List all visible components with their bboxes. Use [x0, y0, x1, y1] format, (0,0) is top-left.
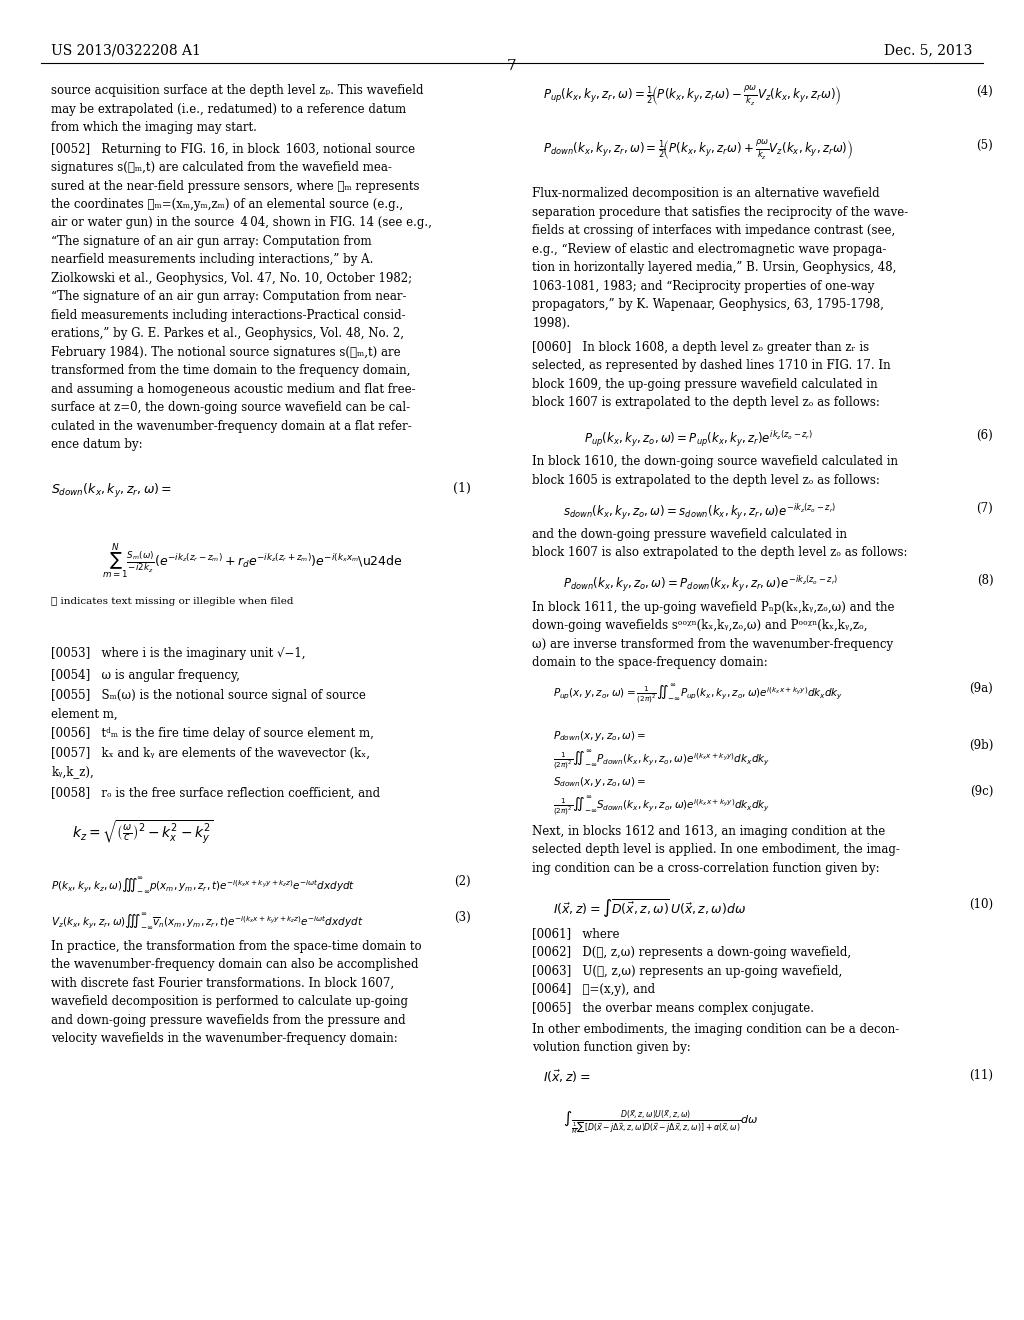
- Text: wavefield decomposition is performed to calculate up-going: wavefield decomposition is performed to …: [51, 995, 409, 1008]
- Text: propagators,” by K. Wapenaar, Geophysics, 63, 1795-1798,: propagators,” by K. Wapenaar, Geophysics…: [532, 298, 885, 312]
- Text: ⓞ indicates text missing or illegible when filed: ⓞ indicates text missing or illegible wh…: [51, 597, 294, 606]
- Text: and down-going pressure wavefields from the pressure and: and down-going pressure wavefields from …: [51, 1014, 406, 1027]
- Text: $\frac{1}{(2\pi)^2}\int\!\!\int_{-\infty}^{\infty} S_{down}(k_x, k_y, z_o, \omeg: $\frac{1}{(2\pi)^2}\int\!\!\int_{-\infty…: [553, 795, 770, 818]
- Text: [0053]   where i is the imaginary unit √−1,: [0053] where i is the imaginary unit √−1…: [51, 647, 306, 660]
- Text: sured at the near-field pressure sensors, where ℱₘ represents: sured at the near-field pressure sensors…: [51, 180, 420, 193]
- Text: surface at z=0, the down-going source wavefield can be cal-: surface at z=0, the down-going source wa…: [51, 401, 411, 414]
- Text: selected, as represented by dashed lines 1710 in FIG. 17. In: selected, as represented by dashed lines…: [532, 359, 891, 372]
- Text: Dec. 5, 2013: Dec. 5, 2013: [885, 44, 973, 58]
- Text: $P_{up}(k_x, k_y, z_o, \omega) = P_{up}(k_x, k_y, z_r)e^{ik_z(z_o - z_r)}$: $P_{up}(k_x, k_y, z_o, \omega) = P_{up}(…: [584, 429, 813, 449]
- Text: velocity wavefields in the wavenumber-frequency domain:: velocity wavefields in the wavenumber-fr…: [51, 1032, 398, 1045]
- Text: [0055]   Sₘ(ω) is the notional source signal of source: [0055] Sₘ(ω) is the notional source sign…: [51, 689, 366, 702]
- Text: (8): (8): [977, 574, 993, 587]
- Text: $P_{down}(k_x, k_y, z_o, \omega) = P_{down}(k_x, k_y, z_r, \omega)e^{-ik_z(z_o -: $P_{down}(k_x, k_y, z_o, \omega) = P_{do…: [563, 574, 839, 594]
- Text: $P_{down}(x, y, z_o, \omega) =$: $P_{down}(x, y, z_o, \omega) =$: [553, 729, 646, 743]
- Text: 7: 7: [507, 59, 517, 74]
- Text: kᵧ,k_z),: kᵧ,k_z),: [51, 766, 94, 779]
- Text: $I(\vec{x}, z) =$: $I(\vec{x}, z) =$: [543, 1069, 590, 1085]
- Text: (10): (10): [969, 898, 993, 911]
- Text: “The signature of an air gun array: Computation from near-: “The signature of an air gun array: Comp…: [51, 290, 407, 304]
- Text: In practice, the transformation from the space-time domain to: In practice, the transformation from the…: [51, 940, 422, 953]
- Text: [0061]   where: [0061] where: [532, 927, 620, 940]
- Text: transformed from the time domain to the frequency domain,: transformed from the time domain to the …: [51, 364, 411, 378]
- Text: [0052]   Returning to FIG. 16, in block  1603, notional source: [0052] Returning to FIG. 16, in block 16…: [51, 143, 416, 156]
- Text: $\frac{1}{(2\pi)^2}\int\!\!\int_{-\infty}^{\infty} P_{down}(k_x, k_y, z_o, \omeg: $\frac{1}{(2\pi)^2}\int\!\!\int_{-\infty…: [553, 748, 770, 772]
- Text: $P_{up}(k_x, k_y, z_r, \omega) = \frac{1}{2}\!\left(P(k_x, k_y, z_r\omega) - \fr: $P_{up}(k_x, k_y, z_r, \omega) = \frac{1…: [543, 84, 841, 108]
- Text: 1063-1081, 1983; and “Reciprocity properties of one-way: 1063-1081, 1983; and “Reciprocity proper…: [532, 280, 874, 293]
- Text: (6): (6): [977, 429, 993, 442]
- Text: (3): (3): [455, 911, 471, 924]
- Text: Ziolkowski et al., Geophysics, Vol. 47, No. 10, October 1982;: Ziolkowski et al., Geophysics, Vol. 47, …: [51, 272, 413, 285]
- Text: block 1607 is extrapolated to the depth level zₒ as follows:: block 1607 is extrapolated to the depth …: [532, 396, 881, 409]
- Text: block 1605 is extrapolated to the depth level zₒ as follows:: block 1605 is extrapolated to the depth …: [532, 474, 881, 487]
- Text: In block 1610, the down-going source wavefield calculated in: In block 1610, the down-going source wav…: [532, 455, 898, 469]
- Text: $S_{down}(k_x, k_y, z_r, \omega) =$: $S_{down}(k_x, k_y, z_r, \omega) =$: [51, 482, 172, 500]
- Text: [0054]   ω is angular frequency,: [0054] ω is angular frequency,: [51, 669, 240, 682]
- Text: fields at crossing of interfaces with impedance contrast (see,: fields at crossing of interfaces with im…: [532, 224, 896, 238]
- Text: separation procedure that satisfies the reciprocity of the wave-: separation procedure that satisfies the …: [532, 206, 908, 219]
- Text: nearfield measurements including interactions,” by A.: nearfield measurements including interac…: [51, 253, 374, 267]
- Text: field measurements including interactions-Practical consid-: field measurements including interaction…: [51, 309, 406, 322]
- Text: volution function given by:: volution function given by:: [532, 1041, 691, 1055]
- Text: (9b): (9b): [969, 739, 993, 752]
- Text: selected depth level is applied. In one embodiment, the imag-: selected depth level is applied. In one …: [532, 843, 900, 857]
- Text: $I(\vec{x}, z) = \int \overline{D(\vec{x},z,\omega)}\, U(\vec{x},z,\omega) d\ome: $I(\vec{x}, z) = \int \overline{D(\vec{x…: [553, 898, 745, 920]
- Text: (1): (1): [454, 482, 471, 495]
- Text: signatures s(ℱₘ,t) are calculated from the wavefield mea-: signatures s(ℱₘ,t) are calculated from t…: [51, 161, 392, 174]
- Text: [0057]   kₓ and kᵧ are elements of the wavevector (kₓ,: [0057] kₓ and kᵧ are elements of the wav…: [51, 747, 371, 760]
- Text: block 1607 is also extrapolated to the depth level zₒ as follows:: block 1607 is also extrapolated to the d…: [532, 546, 908, 560]
- Text: [0063]   U(ℱ, z,ω) represents an up-going wavefield,: [0063] U(ℱ, z,ω) represents an up-going …: [532, 965, 843, 978]
- Text: may be extrapolated (i.e., redatumed) to a reference datum: may be extrapolated (i.e., redatumed) to…: [51, 103, 407, 116]
- Text: (11): (11): [970, 1069, 993, 1082]
- Text: [0062]   D(ℱ, z,ω) represents a down-going wavefield,: [0062] D(ℱ, z,ω) represents a down-going…: [532, 946, 852, 960]
- Text: ence datum by:: ence datum by:: [51, 438, 142, 451]
- Text: culated in the wavenumber-frequency domain at a flat refer-: culated in the wavenumber-frequency doma…: [51, 420, 412, 433]
- Text: and the down-going pressure wavefield calculated in: and the down-going pressure wavefield ca…: [532, 528, 848, 541]
- Text: [0064]   ℱ=(x,y), and: [0064] ℱ=(x,y), and: [532, 983, 655, 997]
- Text: with discrete fast Fourier transformations. In block 1607,: with discrete fast Fourier transformatio…: [51, 977, 394, 990]
- Text: the wavenumber-frequency domain can also be accomplished: the wavenumber-frequency domain can also…: [51, 958, 419, 972]
- Text: (9c): (9c): [970, 785, 993, 799]
- Text: down-going wavefields sᵒᵒᵡⁿ(kₓ,kᵧ,zₒ,ω) and Pᵒᵒᵡⁿ(kₓ,kᵧ,zₒ,: down-going wavefields sᵒᵒᵡⁿ(kₓ,kᵧ,zₒ,ω) …: [532, 619, 868, 632]
- Text: $V_z(k_x,k_y,z_r,\omega)\iiint_{-\infty}^{\infty} \overline{v}_n(x_m,y_m,z_r,t)e: $V_z(k_x,k_y,z_r,\omega)\iiint_{-\infty}…: [51, 911, 364, 931]
- Text: Next, in blocks 1612 and 1613, an imaging condition at the: Next, in blocks 1612 and 1613, an imagin…: [532, 825, 886, 838]
- Text: (5): (5): [977, 139, 993, 152]
- Text: $s_{down}(k_x, k_y, z_o, \omega) = s_{down}(k_x, k_y, z_r, \omega)e^{-ik_z(z_o -: $s_{down}(k_x, k_y, z_o, \omega) = s_{do…: [563, 502, 837, 521]
- Text: domain to the space-frequency domain:: domain to the space-frequency domain:: [532, 656, 768, 669]
- Text: and assuming a homogeneous acoustic medium and flat free-: and assuming a homogeneous acoustic medi…: [51, 383, 416, 396]
- Text: Flux-normalized decomposition is an alternative wavefield: Flux-normalized decomposition is an alte…: [532, 187, 880, 201]
- Text: [0058]   rₒ is the free surface reflection coefficient, and: [0058] rₒ is the free surface reflection…: [51, 787, 380, 800]
- Text: [0065]   the overbar means complex conjugate.: [0065] the overbar means complex conjuga…: [532, 1002, 814, 1015]
- Text: e.g., “Review of elastic and electromagnetic wave propaga-: e.g., “Review of elastic and electromagn…: [532, 243, 887, 256]
- Text: In block 1611, the up-going wavefield Pₙp(kₓ,kᵧ,zₒ,ω) and the: In block 1611, the up-going wavefield Pₙ…: [532, 601, 895, 614]
- Text: (9a): (9a): [970, 682, 993, 696]
- Text: February 1984). The notional source signatures s(ℱₘ,t) are: February 1984). The notional source sign…: [51, 346, 400, 359]
- Text: “The signature of an air gun array: Computation from: “The signature of an air gun array: Comp…: [51, 235, 372, 248]
- Text: erations,” by G. E. Parkes et al., Geophysics, Vol. 48, No. 2,: erations,” by G. E. Parkes et al., Geoph…: [51, 327, 404, 341]
- Text: ing condition can be a cross-correlation function given by:: ing condition can be a cross-correlation…: [532, 862, 880, 875]
- Text: $P_{up}(x, y, z_o, \omega) = \frac{1}{(2\pi)^2}\int\!\!\int_{-\infty}^{\infty} P: $P_{up}(x, y, z_o, \omega) = \frac{1}{(2…: [553, 682, 844, 706]
- Text: block 1609, the up-going pressure wavefield calculated in: block 1609, the up-going pressure wavefi…: [532, 378, 879, 391]
- Text: [0060]   In block 1608, a depth level zₒ greater than zᵣ is: [0060] In block 1608, a depth level zₒ g…: [532, 341, 869, 354]
- Text: tion in horizontally layered media,” B. Ursin, Geophysics, 48,: tion in horizontally layered media,” B. …: [532, 261, 897, 275]
- Text: $S_{down}(x, y, z_o, \omega) =$: $S_{down}(x, y, z_o, \omega) =$: [553, 775, 646, 789]
- Text: 1998).: 1998).: [532, 317, 570, 330]
- Text: source acquisition surface at the depth level zₚ. This wavefield: source acquisition surface at the depth …: [51, 84, 424, 98]
- Text: $\sum_{m=1}^{N} \frac{S_m(\omega)}{-i2k_z}(e^{-ik_z(z_r-z_m)} + r_d e^{-ik_z(z_r: $\sum_{m=1}^{N} \frac{S_m(\omega)}{-i2k_…: [102, 541, 403, 581]
- Text: $P_{down}(k_x, k_y, z_r, \omega) = \frac{1}{2}\!\left(P(k_x, k_y, z_r\omega) + \: $P_{down}(k_x, k_y, z_r, \omega) = \frac…: [543, 139, 853, 162]
- Text: (4): (4): [977, 84, 993, 98]
- Text: In other embodiments, the imaging condition can be a decon-: In other embodiments, the imaging condit…: [532, 1023, 900, 1036]
- Text: ω) are inverse transformed from the wavenumber-frequency: ω) are inverse transformed from the wave…: [532, 638, 894, 651]
- Text: (2): (2): [455, 875, 471, 888]
- Text: the coordinates ℱₘ=(xₘ,yₘ,zₘ) of an elemental source (e.g.,: the coordinates ℱₘ=(xₘ,yₘ,zₘ) of an elem…: [51, 198, 403, 211]
- Text: element m,: element m,: [51, 708, 118, 721]
- Text: air or water gun) in the source  4 04, shown in FIG. 14 (see e.g.,: air or water gun) in the source 4 04, sh…: [51, 216, 432, 230]
- Text: $P(k_x,k_y,k_z,\omega)\iiint_{-\infty}^{\infty} p(x_m,y_m,z_r,t)e^{-i(k_x x + k_: $P(k_x,k_y,k_z,\omega)\iiint_{-\infty}^{…: [51, 875, 355, 895]
- Text: $k_z = \sqrt{\left(\frac{\omega}{c}\right)^2 - k_x^2 - k_y^2}$: $k_z = \sqrt{\left(\frac{\omega}{c}\righ…: [72, 818, 214, 846]
- Text: (7): (7): [977, 502, 993, 515]
- Text: $\int \frac{D(\vec{x},z,\omega)U(\vec{x},z,\omega)}{\frac{1}{M}\sum[D(\vec{x}-j\: $\int \frac{D(\vec{x},z,\omega)U(\vec{x}…: [563, 1109, 759, 1137]
- Text: [0056]   tᵈₘ is the fire time delay of source element m,: [0056] tᵈₘ is the fire time delay of sou…: [51, 727, 374, 741]
- Text: from which the imaging may start.: from which the imaging may start.: [51, 121, 257, 135]
- Text: US 2013/0322208 A1: US 2013/0322208 A1: [51, 44, 201, 58]
